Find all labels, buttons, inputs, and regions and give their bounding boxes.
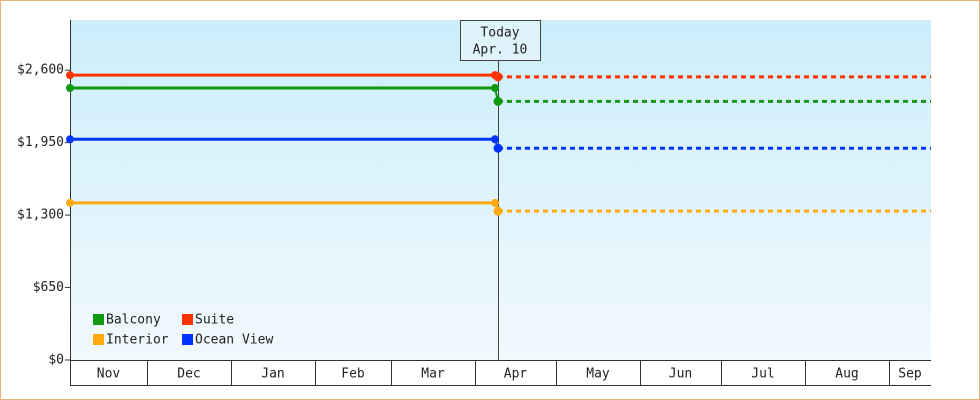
x-tick-label: Feb [341,367,365,382]
x-tick-label: Jun [669,367,692,382]
point [493,143,503,153]
legend-label: Balcony [106,313,161,328]
today-date: Apr. 10 [473,43,528,58]
today-title: Today [480,26,519,41]
point [493,72,503,82]
x-tick-label: Nov [97,367,121,382]
legend-label: Suite [195,313,234,328]
point [491,135,499,144]
legend-swatch [93,314,104,325]
y-tick-label: $1,950 [17,135,64,150]
point [491,84,499,92]
x-tick-label: Apr [504,367,528,382]
x-tick-label: May [586,367,610,382]
legend-swatch [182,314,193,325]
point [66,135,74,144]
point [493,206,503,216]
x-tick-label: Jul [751,367,774,382]
legend-swatch [182,334,193,345]
y-tick-label: $2,600 [17,63,64,78]
x-tick-label: Aug [835,367,858,382]
y-tick-label: $0 [48,353,64,368]
point [66,71,74,80]
y-tick-label: $1,300 [17,208,64,223]
legend-swatch [93,334,104,345]
y-tick-label: $650 [33,280,64,295]
point [491,198,499,207]
legend-label: Ocean View [195,333,273,348]
x-tick-label: Jan [261,367,284,382]
point [493,96,503,106]
x-tick-label: Dec [177,367,200,382]
x-tick-label: Sep [898,367,922,382]
legend-label: Interior [106,333,169,348]
x-tick-label: Mar [421,367,445,382]
point [66,198,74,207]
plot-area [70,20,931,360]
point [66,84,74,92]
today-box [460,20,541,61]
